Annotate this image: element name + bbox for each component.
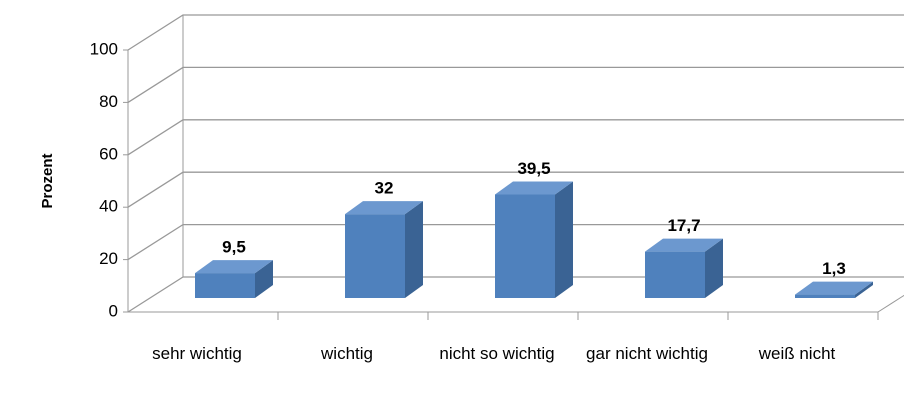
data-label: 9,5 (222, 238, 246, 257)
floor-edge (877, 294, 904, 313)
y-tick-label: 80 (99, 92, 118, 111)
data-label: 1,3 (822, 259, 846, 278)
grid-line (127, 66, 904, 103)
grid-line (127, 223, 904, 261)
data-label: 17,7 (667, 216, 700, 235)
bar (495, 194, 555, 298)
bar-side (255, 260, 273, 298)
bar (645, 251, 705, 298)
bar (795, 294, 855, 298)
bar (345, 214, 405, 298)
bar-side (405, 201, 423, 298)
data-label: 39,5 (517, 159, 550, 178)
grid-line (127, 171, 904, 208)
y-tick-label: 100 (90, 39, 118, 58)
grid-line (127, 119, 904, 156)
bar-top (195, 260, 273, 274)
data-label: 32 (375, 179, 394, 198)
y-tick-label: 20 (99, 249, 118, 268)
x-tick-label: weiß nicht (758, 344, 836, 363)
y-tick-label: 0 (109, 301, 118, 320)
bar-top (345, 201, 423, 215)
y-tick-label: 40 (99, 197, 118, 216)
bar-top (645, 238, 723, 252)
y-axis-label: Prozent (39, 153, 56, 208)
x-tick-label: nicht so wichtig (439, 344, 555, 363)
bar-side (855, 281, 873, 298)
x-tick-label: gar nicht wichtig (586, 344, 708, 363)
y-tick-label: 60 (99, 144, 118, 163)
x-tick-label: sehr wichtig (152, 344, 242, 363)
grid-line (127, 14, 904, 51)
bar (195, 273, 255, 298)
bar-side (705, 238, 723, 298)
bar-top (795, 281, 873, 295)
x-tick-label: wichtig (321, 344, 373, 363)
bar-top (495, 181, 573, 195)
bar-side (555, 181, 573, 298)
